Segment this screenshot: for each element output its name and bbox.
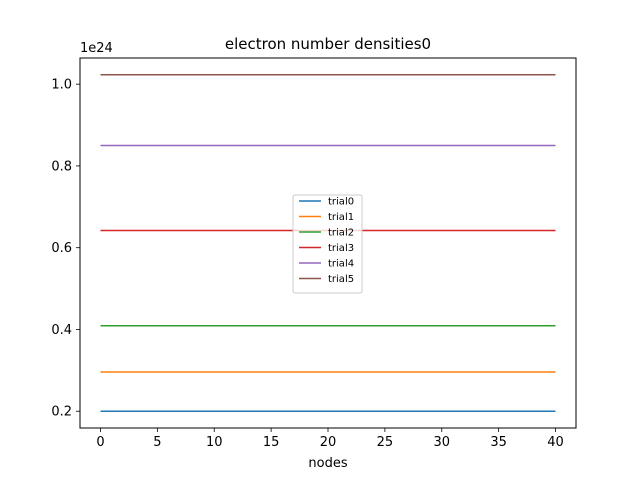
x-tick-label: 30 <box>433 435 450 450</box>
legend: trial0 trial1 trial2 trial3 trial4 trial5 <box>292 194 363 294</box>
x-tick-label: 25 <box>377 435 394 450</box>
legend-box <box>292 194 363 294</box>
x-tick-label: 15 <box>263 435 280 450</box>
x-tick-label: 20 <box>320 435 337 450</box>
chart-title: electron number densities0 <box>225 35 431 53</box>
y-tick-label: 1.0 <box>51 78 72 93</box>
legend-entry-trial2: trial2 <box>328 228 354 239</box>
x-axis-label: nodes <box>308 456 347 471</box>
y-tick-label: 0.8 <box>51 159 72 174</box>
y-tick-label: 0.2 <box>51 405 72 420</box>
y-offset-text: 1e24 <box>80 41 113 56</box>
x-tick-label: 0 <box>96 435 104 450</box>
legend-entry-trial0: trial0 <box>328 197 354 208</box>
y-tick-label: 0.4 <box>51 323 72 338</box>
legend-entry-trial4: trial4 <box>328 259 354 270</box>
x-tick-label: 10 <box>206 435 223 450</box>
y-axis: 0.2 0.4 0.6 0.8 1.0 <box>51 78 80 420</box>
x-tick-label: 5 <box>153 435 161 450</box>
x-axis: 0 5 10 15 20 25 30 35 40 <box>96 428 564 450</box>
legend-entry-trial1: trial1 <box>328 212 354 223</box>
x-tick-label: 35 <box>490 435 507 450</box>
legend-entry-trial3: trial3 <box>328 243 354 254</box>
y-tick-label: 0.6 <box>51 241 72 256</box>
x-tick-label: 40 <box>547 435 564 450</box>
legend-entry-trial5: trial5 <box>328 274 354 285</box>
